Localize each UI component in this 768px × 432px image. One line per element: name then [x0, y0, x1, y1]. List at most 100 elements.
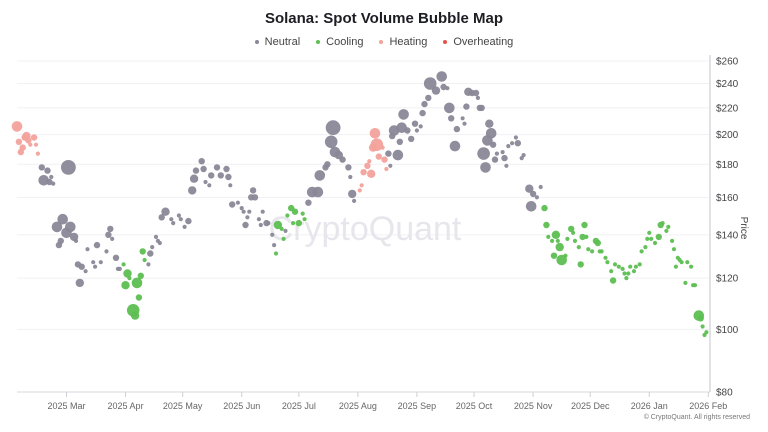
bubble-point[interactable]	[367, 159, 372, 164]
bubble-point[interactable]	[664, 228, 669, 233]
bubble-point[interactable]	[478, 104, 485, 112]
bubble-point[interactable]	[348, 174, 353, 180]
bubble-point[interactable]	[616, 264, 621, 269]
bubble-point[interactable]	[643, 245, 648, 250]
bubble-point[interactable]	[11, 121, 23, 132]
bubble-point[interactable]	[392, 149, 404, 161]
bubble-point[interactable]	[121, 281, 130, 290]
bubble-point[interactable]	[352, 198, 357, 203]
legend-item-heating[interactable]: Heating	[379, 36, 427, 48]
bubble-point[interactable]	[57, 213, 68, 225]
bubble-point[interactable]	[192, 167, 200, 174]
bubble-point[interactable]	[550, 252, 558, 259]
bubble-point[interactable]	[605, 260, 610, 265]
bubble-point[interactable]	[609, 277, 617, 284]
bubble-point[interactable]	[30, 134, 38, 141]
bubble-point[interactable]	[513, 135, 519, 140]
bubble-point[interactable]	[460, 116, 465, 121]
bubble-point[interactable]	[551, 230, 561, 239]
bubble-point[interactable]	[369, 128, 381, 139]
bubble-point[interactable]	[364, 162, 371, 169]
bubble-point[interactable]	[398, 109, 409, 120]
bubble-point[interactable]	[385, 150, 392, 157]
bubble-point[interactable]	[35, 151, 41, 156]
bubble-point[interactable]	[131, 277, 143, 289]
bubble-point[interactable]	[300, 211, 305, 216]
bubble-point[interactable]	[291, 221, 296, 226]
bubble-point[interactable]	[594, 239, 601, 247]
bubble-point[interactable]	[367, 169, 376, 178]
bubble-point[interactable]	[85, 247, 90, 252]
bubble-point[interactable]	[491, 156, 499, 163]
bubble-point[interactable]	[444, 102, 455, 114]
bubble-point[interactable]	[295, 219, 302, 227]
bubble-point[interactable]	[28, 142, 33, 147]
bubble-point[interactable]	[381, 156, 388, 163]
bubble-point[interactable]	[189, 174, 199, 183]
bubble-point[interactable]	[673, 264, 679, 269]
bubble-point[interactable]	[185, 217, 192, 225]
bubble-point[interactable]	[521, 153, 526, 158]
bubble-point[interactable]	[384, 166, 389, 172]
bubble-point[interactable]	[612, 262, 618, 267]
bubble-point[interactable]	[579, 233, 586, 241]
bubble-point[interactable]	[188, 186, 197, 195]
bubble-point[interactable]	[660, 221, 665, 226]
bubble-point[interactable]	[75, 278, 85, 288]
bubble-point[interactable]	[453, 125, 461, 133]
bubble-point[interactable]	[631, 269, 637, 274]
bubble-point[interactable]	[123, 269, 132, 278]
bubble-point[interactable]	[57, 237, 64, 245]
bubble-point[interactable]	[689, 264, 694, 269]
bubble-point[interactable]	[639, 249, 644, 254]
bubble-point[interactable]	[171, 221, 176, 226]
bubble-point[interactable]	[247, 209, 252, 214]
bubble-point[interactable]	[679, 260, 684, 265]
bubble-point[interactable]	[348, 189, 357, 199]
bubble-point[interactable]	[146, 262, 151, 267]
bubble-point[interactable]	[704, 330, 709, 335]
bubble-point[interactable]	[565, 236, 570, 241]
bubble-point[interactable]	[388, 163, 393, 168]
bubble-point[interactable]	[203, 179, 208, 185]
bubble-point[interactable]	[273, 220, 283, 230]
bubble-point[interactable]	[61, 160, 76, 175]
bubble-point[interactable]	[112, 254, 120, 261]
bubble-point[interactable]	[198, 158, 205, 165]
bubble-point[interactable]	[273, 251, 279, 256]
bubble-point[interactable]	[375, 153, 382, 160]
bubble-point[interactable]	[256, 217, 261, 222]
bubble-point[interactable]	[93, 241, 101, 249]
bubble-point[interactable]	[652, 240, 658, 246]
bubble-point[interactable]	[83, 269, 88, 274]
bubble-point[interactable]	[314, 170, 326, 181]
bubble-point[interactable]	[485, 119, 494, 128]
bubble-point[interactable]	[325, 120, 341, 136]
bubble-point[interactable]	[25, 137, 32, 144]
bubble-point[interactable]	[645, 236, 650, 241]
bubble-point[interactable]	[147, 250, 154, 257]
bubble-point[interactable]	[586, 247, 591, 252]
bubble-point[interactable]	[178, 217, 183, 222]
bubble-point[interactable]	[142, 257, 147, 263]
bubble-point[interactable]	[242, 221, 249, 229]
bubble-point[interactable]	[396, 138, 403, 145]
bubble-point[interactable]	[692, 283, 698, 288]
bubble-point[interactable]	[500, 150, 505, 155]
bubble-point[interactable]	[670, 238, 675, 243]
bubble-point[interactable]	[150, 245, 155, 250]
bubble-point[interactable]	[51, 221, 63, 233]
bubble-point[interactable]	[249, 187, 257, 194]
bubble-point[interactable]	[431, 86, 441, 95]
bubble-point[interactable]	[543, 221, 550, 229]
bubble-point[interactable]	[270, 232, 275, 237]
bubble-point[interactable]	[117, 266, 122, 271]
bubble-point[interactable]	[110, 236, 115, 241]
bubble-point[interactable]	[555, 242, 564, 252]
bubble-point[interactable]	[555, 238, 560, 243]
bubble-point[interactable]	[504, 163, 509, 168]
bubble-point[interactable]	[283, 228, 288, 233]
legend-item-cooling[interactable]: Cooling	[316, 36, 363, 48]
bubble-point[interactable]	[213, 164, 221, 171]
bubble-point[interactable]	[519, 156, 524, 161]
